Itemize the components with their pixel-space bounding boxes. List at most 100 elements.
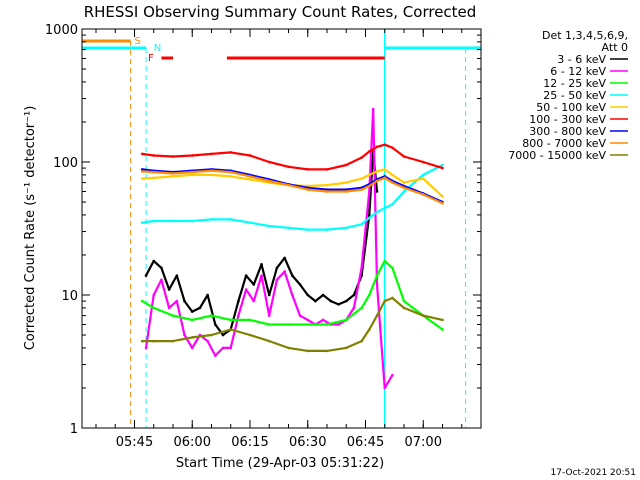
series-point (306, 349, 310, 353)
x-tick-label: 06:15 (231, 435, 268, 450)
series-point (283, 256, 286, 260)
series-point (229, 218, 233, 221)
series-point (221, 333, 225, 337)
series-point (360, 306, 363, 310)
series-point (229, 151, 233, 154)
series-point (275, 266, 279, 270)
marker-label-s: S (134, 36, 140, 47)
series-point (190, 219, 194, 223)
series-point (248, 221, 252, 224)
observing-markers: S NF (82, 29, 481, 428)
y-tick-label: 1000 (45, 23, 78, 38)
series-point (391, 373, 394, 377)
series-point (160, 266, 163, 270)
series-point (144, 346, 148, 350)
x-tick-label: 06:45 (347, 435, 384, 450)
series-point (360, 339, 363, 343)
series-point (221, 346, 225, 350)
series-line (142, 169, 443, 205)
series-point (237, 299, 240, 303)
series-point (210, 218, 213, 221)
series-point (229, 346, 233, 350)
series-group (144, 150, 379, 337)
series-point (210, 173, 213, 177)
series-group (144, 107, 394, 390)
series-point (352, 293, 356, 297)
series-point (314, 299, 317, 303)
series-point (371, 107, 375, 111)
x-tick-label: 07:00 (405, 435, 442, 450)
series-point (421, 160, 425, 164)
series-point (175, 299, 179, 303)
series-point (368, 328, 371, 331)
series-point (441, 166, 444, 170)
series-point (287, 165, 290, 169)
series-point (441, 163, 444, 167)
series-point (306, 168, 310, 171)
legend-label: 25 - 50 keV (543, 89, 606, 102)
series-point (237, 314, 240, 317)
series-point (206, 339, 209, 343)
series-point (368, 150, 371, 153)
x-tick-label: 06:30 (289, 435, 326, 450)
y-tick-label: 10 (61, 289, 78, 304)
series-point (275, 278, 279, 282)
series-point (344, 188, 348, 191)
series-line (142, 168, 443, 204)
series-point (391, 266, 394, 270)
series-point (325, 183, 329, 187)
legend-label: 800 - 7000 keV (522, 137, 606, 150)
series-group (140, 259, 444, 331)
series-point (306, 318, 310, 322)
series-point (267, 160, 271, 164)
series-point (190, 336, 194, 339)
series-point (152, 219, 156, 223)
series-point (152, 306, 156, 310)
y-tick-label: 1 (70, 422, 78, 437)
y-axis: 1 10 100 1000 (45, 23, 481, 437)
series-point (402, 181, 406, 184)
chart-title: RHESSI Observing Summary Count Rates, Co… (84, 3, 477, 21)
series-point (190, 318, 194, 322)
series-point (375, 190, 379, 193)
series-point (198, 306, 202, 310)
series-line (145, 150, 379, 337)
series-point (287, 226, 290, 230)
legend-label: 300 - 800 keV (529, 125, 606, 138)
series-point (229, 170, 233, 174)
series-point (360, 223, 363, 226)
series-line (144, 108, 394, 390)
series-point (248, 318, 252, 322)
series-point (368, 213, 371, 217)
series-point (402, 306, 406, 310)
series-group (140, 143, 444, 171)
series-point (306, 323, 310, 326)
series-line (142, 296, 443, 352)
series-point (421, 193, 425, 196)
series-point (421, 177, 425, 180)
series-point (171, 175, 175, 178)
series-point (229, 328, 233, 331)
series-point (383, 386, 387, 390)
series-point (298, 283, 302, 286)
legend-label: 50 - 100 keV (536, 101, 606, 114)
series-line (142, 143, 443, 171)
series-point (306, 228, 310, 231)
series-point (375, 283, 379, 286)
series-point (229, 318, 233, 322)
series-point (344, 346, 348, 350)
series-point (160, 278, 163, 282)
legend-header: Att 0 (602, 41, 628, 54)
series-point (152, 339, 156, 343)
series-point (252, 283, 256, 286)
series-point (152, 259, 156, 263)
series-point (152, 293, 156, 297)
series-point (171, 155, 175, 158)
series-point (260, 263, 263, 266)
series-point (140, 177, 144, 180)
series-point (383, 176, 387, 180)
series-point (337, 303, 340, 306)
series-point (252, 299, 256, 303)
series-point (210, 152, 213, 156)
series-point (344, 226, 348, 230)
